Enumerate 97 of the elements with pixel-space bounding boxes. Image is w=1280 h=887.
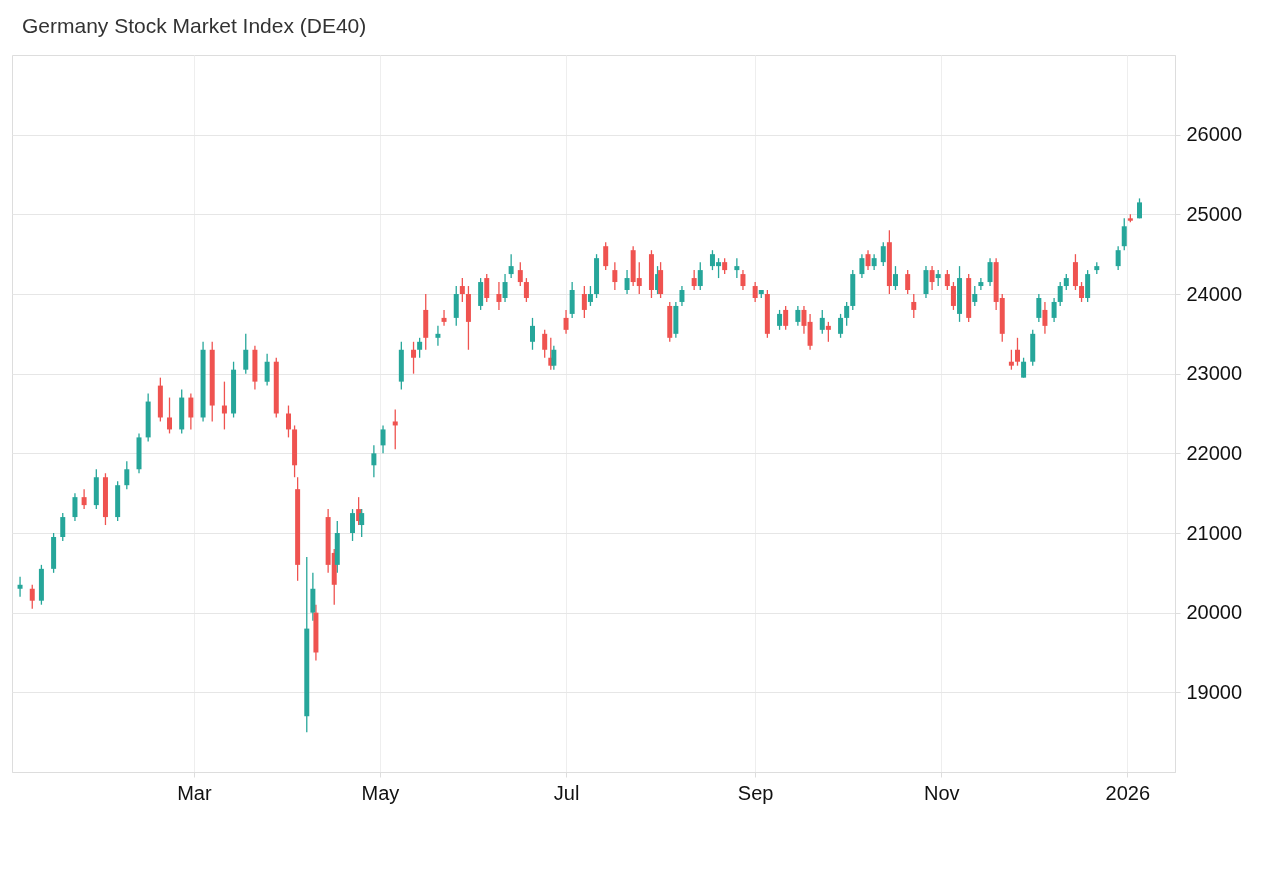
candlestick (1051, 297, 1057, 323)
candlestick (911, 293, 917, 319)
y-tick-label: 24000 (1186, 282, 1243, 305)
candlestick (950, 281, 956, 311)
candlestick (459, 277, 465, 303)
y-tick-label: 26000 (1186, 123, 1243, 146)
candlestick (60, 512, 66, 542)
candlestick (411, 341, 417, 375)
candlestick (124, 460, 130, 490)
candlestick (1072, 253, 1078, 291)
candlestick (72, 492, 78, 522)
candlestick (417, 337, 423, 359)
candlestick (603, 241, 609, 271)
candlestick (435, 325, 441, 347)
candlestick (777, 309, 783, 331)
candlestick (310, 572, 316, 622)
candlestick (752, 281, 758, 303)
candlestick (478, 277, 484, 311)
candlestick (1042, 301, 1048, 335)
y-tick-label: 19000 (1186, 680, 1243, 703)
candlestick (740, 269, 746, 291)
candlestick (987, 257, 993, 287)
candlestick (783, 305, 789, 331)
candlestick (1008, 349, 1014, 371)
candlestick (972, 285, 978, 307)
candlestick (679, 285, 685, 307)
candlestick (517, 261, 523, 287)
candlestick (392, 408, 398, 450)
candlestick (1085, 269, 1091, 303)
x-tick-label: Sep (737, 781, 774, 804)
candlestick (285, 404, 291, 439)
chart-title: Germany Stock Market Index (DE40) (22, 14, 367, 37)
candlestick (380, 424, 386, 454)
candlestick (1121, 217, 1127, 251)
y-tick-label: 23000 (1186, 362, 1243, 385)
candlestick (551, 345, 557, 371)
candlestick (905, 269, 911, 295)
candlestick (880, 241, 886, 267)
candlestick (529, 317, 535, 351)
candlestick (1014, 337, 1020, 367)
candlestick (1079, 281, 1085, 303)
candlestick (807, 313, 813, 351)
candlestick (167, 396, 173, 435)
y-tick-label: 21000 (1186, 521, 1243, 544)
candlestick (371, 444, 377, 478)
candlestick (892, 265, 898, 291)
y-tick-label: 22000 (1186, 441, 1243, 464)
candlestick (923, 265, 929, 299)
y-tick-label: 25000 (1186, 202, 1243, 225)
x-tick-label: May (361, 781, 400, 804)
candlestick (944, 269, 950, 291)
candlestick (569, 281, 575, 319)
candlestick (825, 321, 831, 343)
candlestick (1115, 245, 1121, 271)
candlestick (929, 265, 935, 291)
candlestick (441, 309, 447, 327)
candlestick (978, 277, 984, 291)
candlestick (691, 269, 697, 291)
candlestick (523, 277, 529, 303)
candlestick (859, 253, 865, 279)
candlestick (264, 353, 270, 387)
candlestick (795, 305, 801, 327)
candlestick (1021, 357, 1027, 379)
candlestick (587, 285, 593, 307)
candlestick (624, 269, 630, 295)
x-tick-label: Mar (177, 781, 212, 804)
x-tick-label: 2026 (1105, 781, 1151, 804)
candlestick (838, 313, 844, 339)
candlestick (453, 285, 459, 327)
candlestick (484, 273, 490, 303)
candlestick (221, 380, 227, 431)
candlestick (359, 508, 365, 538)
x-tick-label: Jul (553, 781, 580, 804)
candlestick (502, 273, 508, 303)
candlestick (496, 281, 502, 311)
candlestick (612, 261, 618, 291)
candlestick (188, 392, 194, 431)
x-tick-label: Nov (923, 781, 960, 804)
candlestick (819, 309, 825, 335)
candlestick (1036, 293, 1042, 323)
candlestick (81, 488, 87, 510)
candlestick (697, 261, 703, 291)
candlestick (508, 253, 514, 279)
candlestick (658, 261, 664, 299)
candlestick (542, 329, 548, 359)
candlestick (243, 333, 249, 375)
candlestick (350, 508, 356, 542)
candlestick (734, 257, 740, 279)
candlestick (581, 285, 587, 319)
candlestick (1057, 281, 1063, 307)
candlestick (801, 305, 807, 335)
y-tick-label: 20000 (1186, 601, 1243, 624)
candlestick (29, 584, 35, 610)
candlestick (563, 309, 569, 335)
candlestick (865, 249, 871, 271)
candlestick (844, 301, 850, 327)
candlestick (17, 576, 23, 598)
